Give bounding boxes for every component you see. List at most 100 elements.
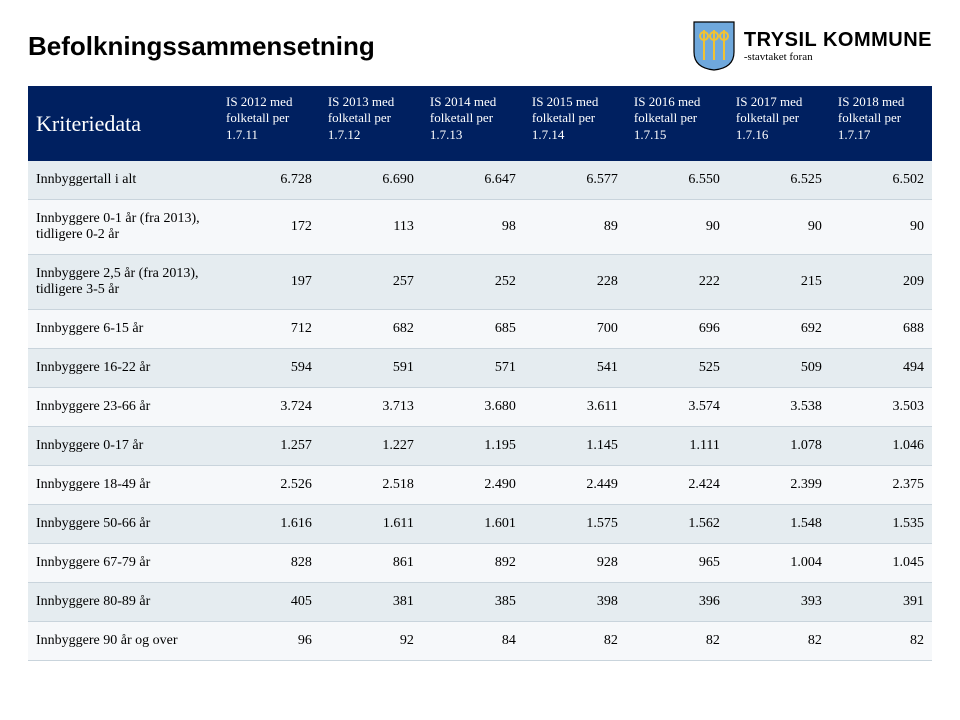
row-label: Innbyggere 6-15 år [28,309,218,348]
population-table: KriteriedataIS 2012 med folketall per 1.… [28,86,932,661]
cell: 2.490 [422,465,524,504]
table-row: Innbyggere 50-66 år1.6161.6111.6011.5751… [28,504,932,543]
cell: 6.525 [728,161,830,200]
cell: 252 [422,254,524,309]
table-row: Innbyggere 67-79 år8288618929289651.0041… [28,543,932,582]
cell: 396 [626,582,728,621]
cell: 257 [320,254,422,309]
cell: 393 [728,582,830,621]
page-header: Befolkningssammensetning TRYSIL KOMMUNE … [28,20,932,72]
cell: 6.647 [422,161,524,200]
table-row: Innbyggere 0-1 år (fra 2013), tidligere … [28,199,932,254]
cell: 1.145 [524,426,626,465]
cell: 92 [320,621,422,660]
cell: 197 [218,254,320,309]
cell: 3.574 [626,387,728,426]
cell: 688 [830,309,932,348]
cell: 1.611 [320,504,422,543]
brand-name: TRYSIL KOMMUNE [744,30,932,50]
table-header: IS 2018 med folketall per 1.7.17 [830,86,932,161]
cell: 172 [218,199,320,254]
cell: 6.728 [218,161,320,200]
brand-logo: TRYSIL KOMMUNE -stavtaket foran [692,20,932,72]
cell: 1.548 [728,504,830,543]
cell: 594 [218,348,320,387]
row-label: Innbyggere 2,5 år (fra 2013), tidligere … [28,254,218,309]
cell: 82 [524,621,626,660]
row-label: Innbyggere 16-22 år [28,348,218,387]
cell: 700 [524,309,626,348]
cell: 494 [830,348,932,387]
cell: 1.601 [422,504,524,543]
cell: 1.562 [626,504,728,543]
cell: 2.449 [524,465,626,504]
cell: 3.538 [728,387,830,426]
cell: 3.724 [218,387,320,426]
cell: 222 [626,254,728,309]
cell: 6.550 [626,161,728,200]
cell: 3.713 [320,387,422,426]
cell: 82 [626,621,728,660]
table-row: Innbyggere 23-66 år3.7243.7133.6803.6113… [28,387,932,426]
cell: 509 [728,348,830,387]
cell: 90 [830,199,932,254]
cell: 6.690 [320,161,422,200]
brand-slogan: -stavtaket foran [744,52,813,63]
cell: 861 [320,543,422,582]
row-label: Innbyggere 0-17 år [28,426,218,465]
row-label: Innbyggere 90 år og over [28,621,218,660]
cell: 381 [320,582,422,621]
cell: 1.575 [524,504,626,543]
cell: 215 [728,254,830,309]
row-label: Innbyggere 67-79 år [28,543,218,582]
cell: 2.526 [218,465,320,504]
cell: 98 [422,199,524,254]
cell: 113 [320,199,422,254]
cell: 82 [830,621,932,660]
table-header: IS 2017 med folketall per 1.7.16 [728,86,830,161]
crest-icon [692,20,736,72]
cell: 385 [422,582,524,621]
cell: 405 [218,582,320,621]
cell: 571 [422,348,524,387]
cell: 591 [320,348,422,387]
cell: 2.424 [626,465,728,504]
cell: 1.004 [728,543,830,582]
table-row: Innbyggere 16-22 år594591571541525509494 [28,348,932,387]
table-row: Innbyggere 2,5 år (fra 2013), tidligere … [28,254,932,309]
cell: 892 [422,543,524,582]
cell: 1.616 [218,504,320,543]
cell: 2.399 [728,465,830,504]
cell: 1.045 [830,543,932,582]
cell: 1.257 [218,426,320,465]
cell: 6.502 [830,161,932,200]
cell: 209 [830,254,932,309]
table-header: IS 2013 med folketall per 1.7.12 [320,86,422,161]
cell: 90 [626,199,728,254]
cell: 712 [218,309,320,348]
cell: 84 [422,621,524,660]
table-row: Innbyggere 18-49 år2.5262.5182.4902.4492… [28,465,932,504]
row-label: Innbyggere 80-89 år [28,582,218,621]
cell: 398 [524,582,626,621]
table-row: Innbyggertall i alt6.7286.6906.6476.5776… [28,161,932,200]
cell: 828 [218,543,320,582]
cell: 391 [830,582,932,621]
cell: 1.078 [728,426,830,465]
table-row: Innbyggere 80-89 år405381385398396393391 [28,582,932,621]
row-label: Innbyggertall i alt [28,161,218,200]
cell: 89 [524,199,626,254]
row-label: Innbyggere 23-66 år [28,387,218,426]
cell: 525 [626,348,728,387]
cell: 1.227 [320,426,422,465]
cell: 685 [422,309,524,348]
cell: 1.535 [830,504,932,543]
cell: 6.577 [524,161,626,200]
cell: 965 [626,543,728,582]
cell: 692 [728,309,830,348]
cell: 1.046 [830,426,932,465]
cell: 82 [728,621,830,660]
cell: 541 [524,348,626,387]
table-row: Innbyggere 0-17 år1.2571.2271.1951.1451.… [28,426,932,465]
row-label: Innbyggere 0-1 år (fra 2013), tidligere … [28,199,218,254]
